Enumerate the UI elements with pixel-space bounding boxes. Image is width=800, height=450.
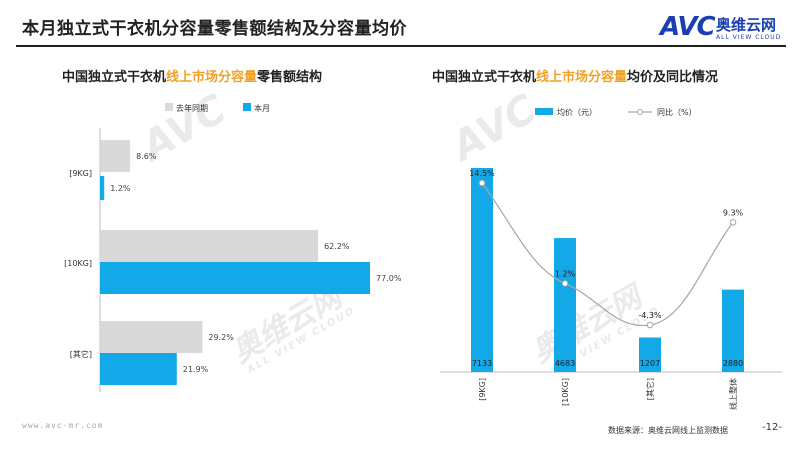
bar-value-label: 2880 [723, 359, 743, 368]
legend-swatch-last-year [165, 103, 173, 111]
page-title: 本月独立式干衣机分容量零售额结构及分容量均价 [22, 19, 407, 39]
bar-value-label: 1207 [640, 359, 660, 368]
bar-this-month [100, 353, 177, 385]
data-label: 8.6% [136, 152, 157, 161]
yoy-point [478, 179, 486, 187]
yoy-value-label: 9.3% [723, 208, 744, 217]
page-number: -12- [762, 422, 782, 433]
logo-en: ALL VIEW CLOUD [716, 34, 782, 41]
yoy-line [481, 182, 734, 327]
category-label: 线上整体 [728, 378, 738, 410]
header-divider [16, 45, 786, 47]
left-title-highlight: 线上市场分容量 [166, 70, 258, 85]
legend-label-yoy: 同比（%） [657, 107, 697, 117]
right-title-highlight: 线上市场分容量 [536, 70, 628, 85]
bar-value-label: 7133 [472, 359, 492, 368]
bar-avg-price [554, 238, 576, 372]
yoy-point [561, 280, 569, 287]
left-chart-title: 中国独立式干衣机线上市场分容量零售额结构 [62, 66, 322, 85]
yoy-value-label: -4.3% [638, 311, 662, 320]
avc-logo: AVC 奥维云网 ALL VIEW CLOUD [660, 12, 788, 46]
data-label: 1.2% [110, 184, 131, 193]
right-chart-title: 中国独立式干衣机线上市场分容量均价及同比情况 [432, 66, 718, 85]
data-label: 62.2% [324, 242, 350, 251]
category-label: [10KG] [64, 259, 92, 268]
left-title-suffix: 零售额结构 [257, 70, 323, 85]
yoy-value-label: 14.5% [469, 169, 495, 178]
category-label: [9KG] [69, 169, 92, 178]
bar-last-year [100, 321, 203, 353]
data-label: 29.2% [208, 333, 234, 342]
bar-last-year [100, 230, 319, 262]
bar-avg-price [471, 168, 493, 372]
right-title-prefix: 中国独立式干衣机 [432, 70, 537, 85]
bar-value-label: 4683 [555, 359, 575, 368]
bar-avg-price [722, 289, 744, 372]
bar-last-year [100, 140, 131, 172]
yoy-point [646, 321, 654, 329]
left-title-prefix: 中国独立式干衣机 [62, 70, 167, 85]
data-source: 数据来源：奥维云网线上监测数据 [608, 426, 728, 435]
category-label: [9KG] [478, 378, 487, 401]
logo-cn: 奥维云网 [716, 16, 777, 34]
footer-url: www.avc-mr.com [22, 421, 104, 430]
category-label: [其它] [645, 378, 655, 400]
legend-swatch-avg-price [535, 108, 553, 115]
category-label: [10KG] [561, 378, 570, 406]
bar-this-month [100, 176, 105, 200]
bar-avg-price [639, 337, 661, 372]
legend-marker-yoy [637, 109, 643, 115]
right-title-suffix: 均价及同比情况 [627, 70, 719, 85]
legend-swatch-this-month [243, 103, 251, 111]
data-label: 77.0% [376, 274, 402, 283]
bar-this-month [100, 262, 370, 294]
category-label: [其它] [70, 349, 92, 359]
data-label: 21.9% [183, 365, 209, 374]
legend-label-avg-price: 均价（元） [557, 107, 597, 117]
legend-label-last-year: 去年同期 [176, 103, 208, 113]
legend-label-this-month: 本月 [254, 103, 270, 113]
logo-mark: AVC [660, 12, 716, 42]
yoy-value-label: 1.2% [555, 269, 576, 278]
yoy-point [729, 218, 737, 226]
